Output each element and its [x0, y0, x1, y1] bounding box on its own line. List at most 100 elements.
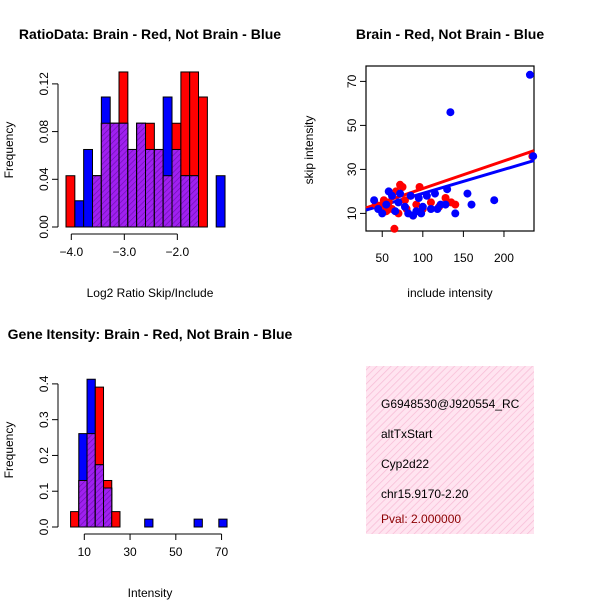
ratio-histogram-x-axis: −4.0 −3.0 −2.0 — [59, 233, 189, 259]
hist1-overlap-bar — [162, 175, 173, 228]
hist3-y-tick-label: 0.1 — [37, 483, 51, 500]
hist1-overlap-bar — [171, 148, 182, 228]
hist3-not-brain-bar — [193, 518, 203, 528]
hist1-overlap-bar — [153, 148, 164, 228]
scatter-x-tick-label: 200 — [494, 251, 514, 265]
event-info-panel: G6948530@J920554_RC altTxStart Cyp2d22 c… — [366, 366, 534, 534]
not-brain-point — [441, 200, 450, 209]
scatter-y-axis: 10 30 50 70 — [345, 74, 366, 220]
not-brain-point — [382, 200, 391, 209]
not-brain-point — [417, 209, 426, 218]
not-brain-point — [467, 200, 476, 209]
hist3-y-tick-label: 0.0 — [37, 518, 51, 535]
hist1-not-brain-bar — [215, 175, 226, 228]
hist3-overlap-bar — [103, 487, 113, 528]
hist1-brain-bar — [198, 96, 208, 228]
hist3-x-tick-label: 10 — [78, 545, 92, 559]
not-brain-point — [406, 191, 415, 200]
hist1-y-tick-label: 0.12 — [37, 72, 51, 96]
brain-point — [451, 200, 460, 209]
ratio-histogram-bars — [65, 71, 226, 228]
gene-intensity-x-axis: 10 30 50 70 — [78, 533, 229, 559]
hist1-brain-bar — [65, 175, 76, 228]
brain-point — [426, 198, 435, 207]
hist1-y-tick-label: 0.08 — [37, 120, 51, 144]
not-brain-fit-line — [365, 159, 535, 212]
hist3-y-tick-label: 0.2 — [37, 447, 51, 464]
brain-point — [400, 196, 409, 205]
event-id: G6948530@J920554_RC — [381, 397, 520, 411]
not-brain-point — [391, 207, 400, 216]
not-brain-point — [396, 189, 405, 198]
hist3-overlap-bar — [78, 479, 88, 528]
not-brain-point — [387, 191, 396, 200]
hist3-x-tick-label: 70 — [215, 545, 229, 559]
scatter-x-tick-label: 50 — [376, 251, 390, 265]
not-brain-point — [446, 108, 455, 117]
hist3-brain-bar — [111, 511, 121, 528]
event-location: chr15.9170-2.20 — [381, 487, 469, 501]
scatter-ylabel: skip intensity — [302, 116, 316, 185]
hist1-x-tick-label: −3.0 — [112, 245, 136, 259]
not-brain-point — [426, 205, 435, 213]
scatter-plot-box — [365, 65, 535, 232]
hist3-not-brain-bar — [218, 518, 228, 528]
ratio-histogram-xlabel: Log2 Ratio Skip/Include — [87, 286, 214, 300]
hist1-not-brain-bar — [74, 200, 85, 228]
hist1-overlap-bar — [92, 175, 102, 228]
not-brain-point — [443, 185, 452, 194]
scatter-xlabel: include intensity — [407, 286, 492, 300]
ratio-histogram-title: RatioData: Brain - Red, Not Brain - Blue — [19, 26, 281, 42]
gene-intensity-histogram-panel: Gene Itensity: Brain - Red, Not Brain - … — [2, 326, 293, 600]
hist1-overlap-bar — [109, 122, 120, 228]
info-box-background — [366, 366, 534, 534]
scatter-y-tick-label: 70 — [345, 74, 359, 88]
not-brain-point — [422, 191, 431, 200]
scatter-title: Brain - Red, Not Brain - Blue — [356, 26, 544, 42]
scatter-x-axis: 50 100 150 200 — [376, 231, 514, 265]
scatter-y-tick-label: 50 — [345, 118, 359, 132]
not-brain-point — [378, 209, 387, 218]
gene-intensity-bars — [70, 378, 228, 528]
pval-text: Pval: 2.000000 — [381, 512, 461, 526]
not-brain-point — [400, 202, 409, 211]
hist1-y-tick-label: 0.04 — [37, 167, 51, 191]
hist1-overlap-bar — [136, 122, 147, 228]
not-brain-point — [529, 152, 538, 161]
ratio-histogram-ylabel: Frequency — [2, 122, 16, 179]
brain-point — [412, 200, 421, 209]
ratio-histogram-y-axis: 0.00 0.04 0.08 0.12 — [37, 72, 59, 239]
hist3-y-tick-label: 0.3 — [37, 411, 51, 428]
hist1-overlap-bar — [145, 148, 155, 228]
hist1-overlap-bar — [189, 175, 200, 228]
hist1-not-brain-bar — [83, 148, 93, 228]
hist1-x-tick-label: −4.0 — [59, 245, 83, 259]
brain-point — [398, 183, 407, 191]
hist3-x-tick-label: 50 — [169, 545, 183, 559]
brain-point — [441, 194, 450, 202]
hist3-y-tick-label: 0.4 — [37, 375, 51, 392]
event-type: altTxStart — [381, 427, 433, 441]
brain-point — [390, 224, 399, 233]
gene-intensity-y-axis: 0.0 0.1 0.2 0.3 0.4 — [37, 375, 59, 535]
hist3-overlap-bar — [86, 433, 96, 528]
hist1-overlap-bar — [180, 175, 191, 228]
scatter-x-tick-label: 150 — [453, 251, 473, 265]
scatter-y-tick-label: 10 — [345, 206, 359, 220]
not-brain-point — [463, 189, 472, 198]
not-brain-point — [490, 196, 499, 205]
ratio-histogram-panel: RatioData: Brain - Red, Not Brain - Blue… — [2, 26, 281, 300]
hist1-overlap-bar — [127, 148, 138, 228]
hist1-overlap-bar — [118, 122, 129, 228]
hist1-y-tick-label: 0.00 — [37, 215, 51, 239]
not-brain-point — [414, 194, 423, 202]
hist3-overlap-bar — [94, 464, 105, 528]
scatter-y-tick-label: 30 — [345, 162, 359, 176]
not-brain-point — [430, 189, 439, 198]
gene-intensity-ylabel: Frequency — [2, 422, 16, 479]
gene-intensity-xlabel: Intensity — [128, 586, 173, 600]
not-brain-point — [418, 202, 427, 211]
intensity-scatter-panel: Brain - Red, Not Brain - Blue 50 100 150 20… — [302, 26, 544, 300]
gene-intensity-title: Gene Itensity: Brain - Red, Not Brain - … — [8, 326, 293, 342]
